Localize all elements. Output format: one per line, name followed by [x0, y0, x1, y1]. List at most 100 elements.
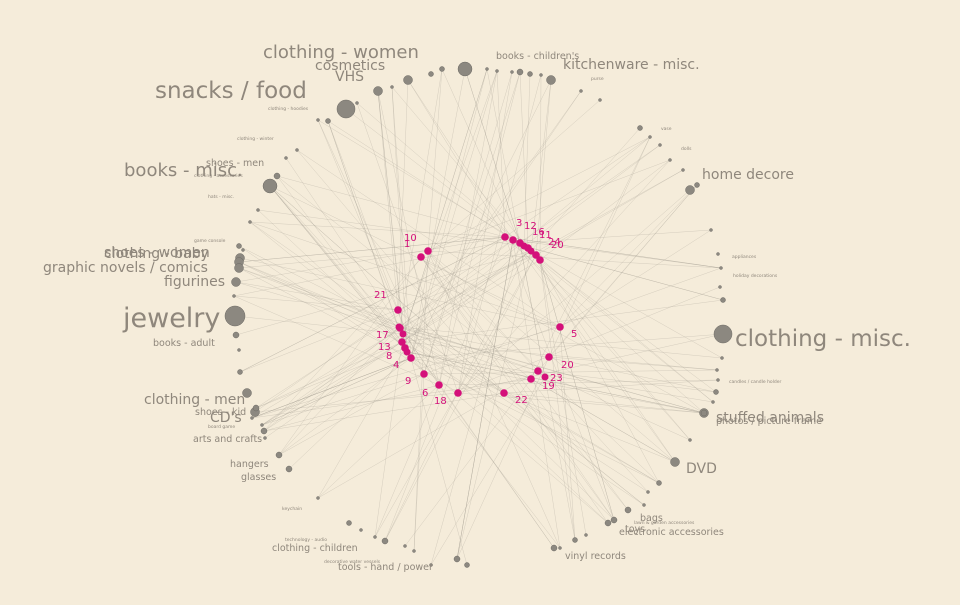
edge-line	[255, 347, 406, 409]
node-dot[interactable]	[527, 375, 535, 383]
edge-line	[420, 256, 615, 521]
ring-dot	[464, 562, 470, 568]
edge-line	[327, 120, 408, 353]
edge-line	[377, 90, 440, 386]
edge-line	[391, 86, 412, 359]
category-dot	[224, 305, 246, 327]
edge-line	[530, 378, 629, 511]
ring-dot	[236, 243, 242, 249]
edge-line	[391, 86, 532, 252]
category-label: DVD	[686, 461, 717, 477]
edge-line	[519, 71, 529, 249]
edge-line	[486, 68, 546, 378]
edge-line	[235, 281, 399, 311]
edge-line	[523, 245, 724, 301]
edge-line	[399, 327, 660, 484]
category-label: holiday decorations	[733, 273, 778, 279]
edge-line	[278, 256, 422, 456]
edge-line	[406, 351, 609, 524]
edge-line	[404, 347, 561, 549]
ring-dot	[558, 546, 562, 550]
node-dot[interactable]	[398, 338, 406, 346]
edge-line	[464, 68, 521, 244]
edge-line	[249, 221, 561, 328]
category-dot	[275, 451, 283, 459]
node-dot[interactable]	[536, 256, 544, 264]
node-label: 24	[548, 237, 561, 248]
node-dot[interactable]	[454, 389, 462, 397]
node-dot[interactable]	[417, 253, 425, 261]
edge-line	[399, 327, 609, 524]
node-dot[interactable]	[524, 244, 532, 252]
node-dot[interactable]	[516, 239, 524, 247]
edge-line	[456, 250, 532, 560]
node-dot[interactable]	[556, 323, 564, 331]
edge-line	[503, 392, 676, 463]
node-dot[interactable]	[401, 344, 409, 352]
ring-dot	[539, 73, 543, 77]
ring-dot	[656, 480, 662, 486]
edge-line	[397, 79, 409, 311]
ring-dot	[720, 297, 726, 303]
edge-line	[254, 392, 459, 413]
node-dot[interactable]	[545, 353, 553, 361]
edge-line	[239, 257, 561, 328]
edge-line	[456, 239, 514, 560]
edge-line	[238, 245, 459, 394]
category-label: shoes - kid	[195, 407, 246, 418]
category-label: hats - misc.	[208, 194, 234, 200]
edge-line	[423, 369, 718, 375]
node-dot[interactable]	[534, 367, 542, 375]
node-dot[interactable]	[420, 370, 428, 378]
node-label: 21	[374, 290, 387, 301]
edge-line	[423, 71, 513, 375]
edge-line	[410, 68, 466, 359]
category-dot	[359, 528, 363, 532]
node-dot[interactable]	[501, 233, 509, 241]
ring-dot	[485, 67, 489, 71]
edge-line	[401, 341, 645, 506]
node-dot[interactable]	[396, 324, 404, 332]
edge-line	[539, 259, 615, 521]
edge-line	[233, 295, 440, 386]
node-dot[interactable]	[500, 389, 508, 397]
node-label: 20	[561, 360, 574, 371]
edge-line	[251, 378, 532, 419]
category-label: kitchenware - misc.	[563, 57, 700, 73]
ring-dot	[709, 228, 713, 232]
ring-dot	[429, 563, 433, 567]
node-dot[interactable]	[435, 381, 443, 389]
edge-line	[377, 90, 406, 349]
edge-line	[276, 175, 506, 238]
ring-dot	[681, 168, 685, 172]
edge-line	[238, 250, 429, 269]
edge-line	[269, 185, 406, 349]
edge-line	[249, 221, 406, 349]
ring-dot	[495, 69, 499, 73]
ring-dot	[584, 533, 588, 537]
category-dot	[716, 252, 720, 256]
node-label: 20	[551, 240, 564, 251]
ring-dot	[715, 368, 719, 372]
edge-line	[504, 136, 651, 238]
edge-line	[548, 356, 718, 371]
node-dot[interactable]	[394, 306, 402, 314]
edge-line	[255, 239, 514, 409]
category-label: electronic accessories	[619, 527, 724, 538]
category-label: shoes - women	[104, 245, 210, 261]
edge-line	[238, 267, 539, 372]
category-label: clothing - hoodies	[268, 106, 309, 112]
edge-line	[456, 356, 550, 560]
category-dot	[546, 75, 556, 85]
edge-line	[410, 70, 498, 359]
node-dot[interactable]	[509, 236, 517, 244]
category-dot	[642, 503, 646, 507]
category-dot	[624, 506, 632, 514]
edge-line	[317, 119, 425, 375]
category-dot	[231, 277, 241, 287]
edge-line	[263, 384, 440, 432]
node-dot[interactable]	[424, 247, 432, 255]
node-dot[interactable]	[407, 354, 415, 362]
edge-line	[512, 239, 691, 441]
category-dot	[579, 89, 583, 93]
